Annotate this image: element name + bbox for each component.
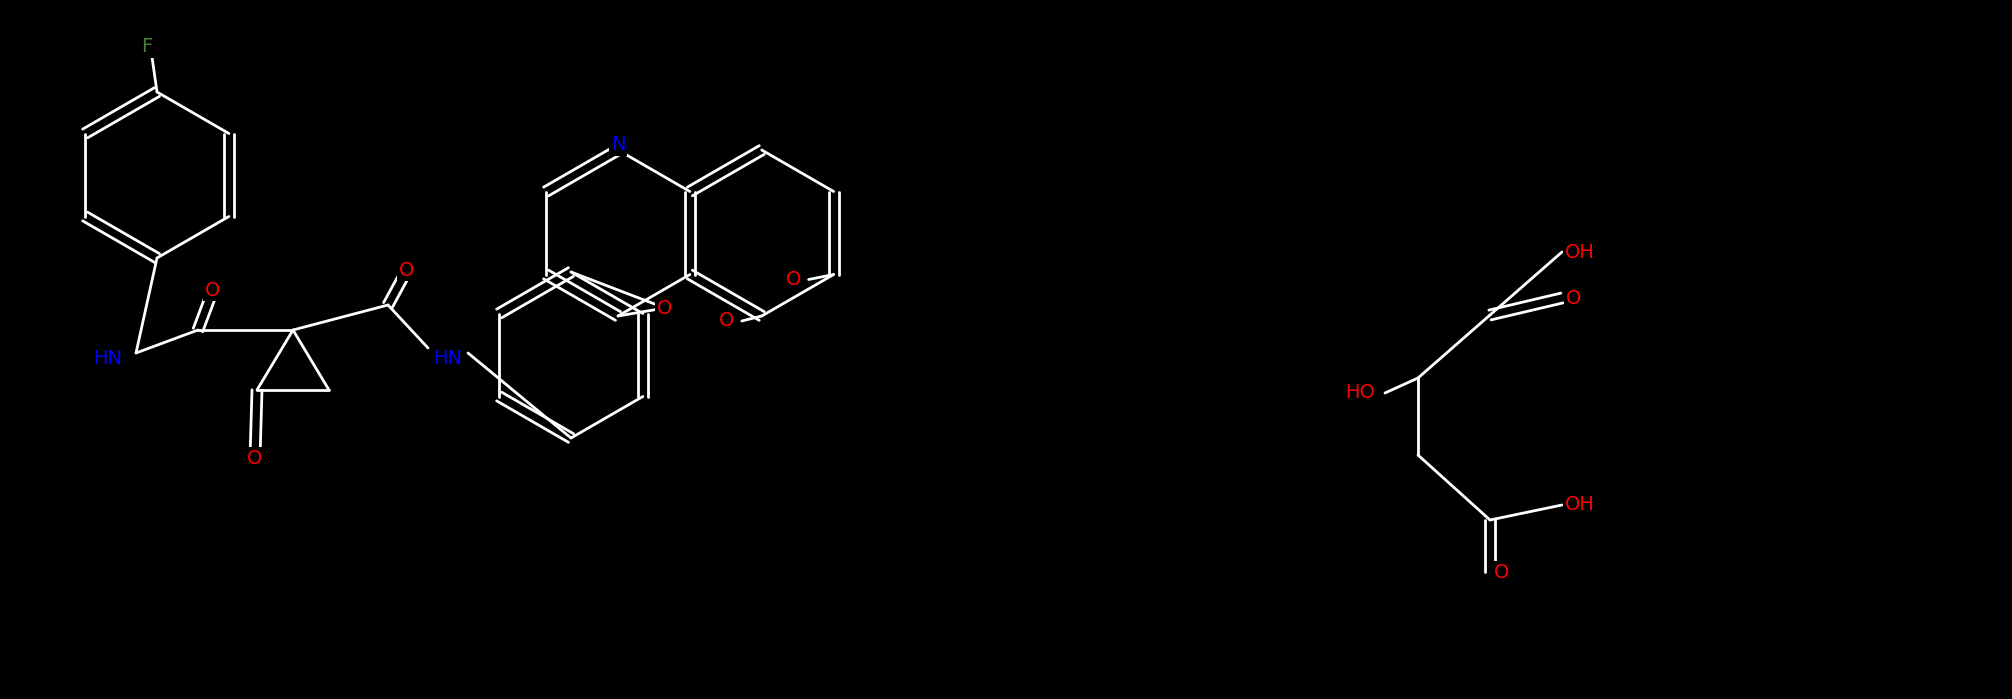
- Text: O: O: [398, 261, 414, 280]
- Text: N: N: [612, 136, 626, 154]
- Text: O: O: [787, 270, 801, 289]
- Text: HO: HO: [1346, 384, 1374, 403]
- Text: O: O: [1495, 563, 1509, 582]
- Text: O: O: [247, 449, 264, 468]
- Text: HN: HN: [433, 349, 463, 368]
- Text: OH: OH: [1565, 243, 1596, 261]
- Text: O: O: [205, 280, 221, 299]
- Text: O: O: [658, 298, 672, 317]
- Text: HN: HN: [93, 349, 123, 368]
- Text: O: O: [1565, 289, 1581, 308]
- Text: O: O: [718, 312, 734, 331]
- Text: F: F: [141, 38, 153, 57]
- Text: OH: OH: [1565, 496, 1596, 514]
